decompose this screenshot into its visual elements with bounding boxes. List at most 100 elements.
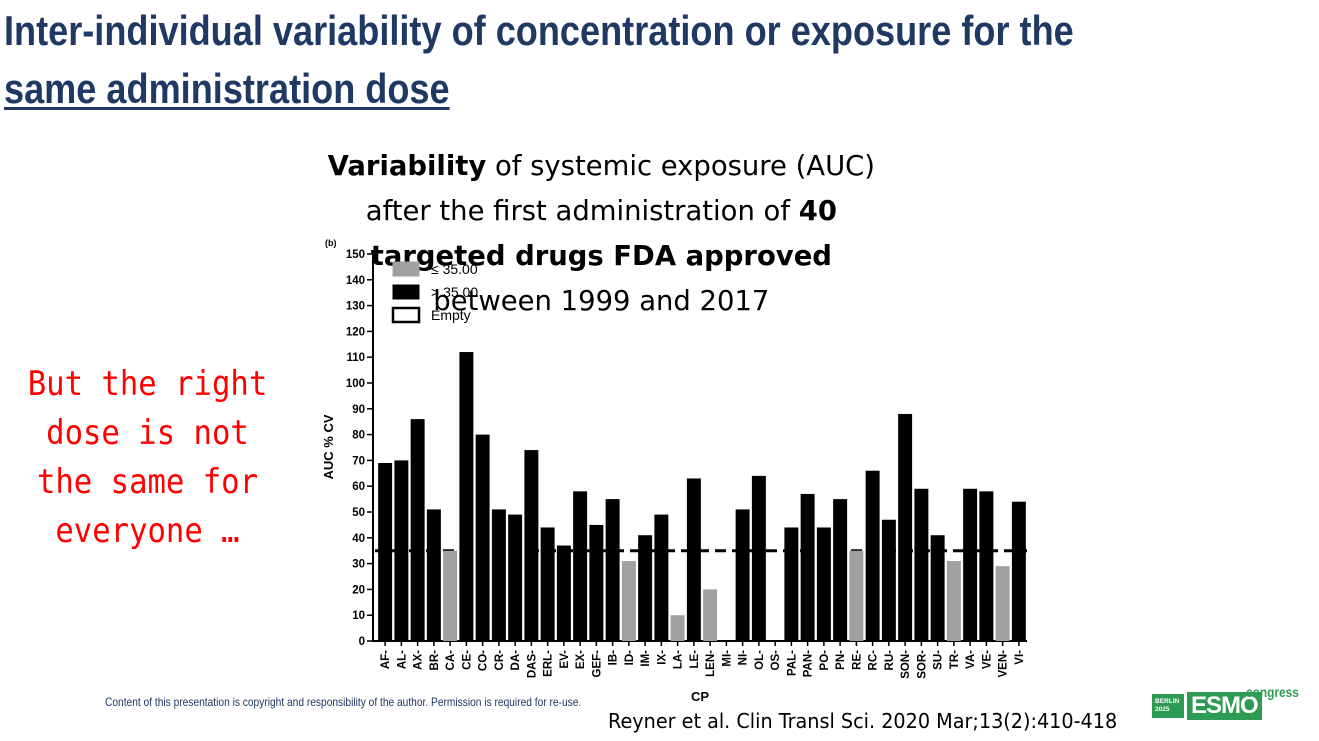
y-tick-label-120: 120 <box>346 326 365 338</box>
x-tick-label-po: PO- <box>819 650 831 671</box>
bar-ru <box>881 519 896 641</box>
x-tick-label-os: OS- <box>770 650 782 671</box>
y-tick-label-130: 130 <box>346 301 365 313</box>
x-tick-label-len: LEN- <box>705 650 717 677</box>
bar-va <box>963 488 978 641</box>
bar-sor <box>914 488 929 641</box>
bar-le <box>686 478 701 641</box>
x-tick-label-vi: VI- <box>1014 650 1026 665</box>
bar-len <box>703 589 718 641</box>
x-tick-label-la: LA- <box>673 650 685 669</box>
x-tick-label-tr: TR- <box>949 650 961 669</box>
x-tick-label-pan: PAN- <box>803 650 815 677</box>
logo-wordmark: ESMO <box>1187 692 1262 720</box>
citation-reference: Reyner et al. Clin Transl Sci. 2020 Mar;… <box>608 709 1118 733</box>
subtitle-bold-drugs: 40 targeted drugs FDA approved <box>370 194 837 272</box>
x-tick-label-ex: EX- <box>575 650 587 669</box>
x-tick-label-rc: RC- <box>868 650 880 671</box>
subtitle-bold-variability: Variability <box>327 149 487 182</box>
bar-pn <box>833 499 848 641</box>
bar-ce <box>459 352 474 641</box>
bar-su <box>930 535 945 641</box>
x-tick-label-ca: CA- <box>445 650 457 671</box>
y-tick-label-110: 110 <box>346 352 365 364</box>
legend-label-0: ≤ 35.00 <box>431 261 478 277</box>
bar-im <box>638 535 653 641</box>
x-tick-label-das: DAS- <box>526 650 538 678</box>
x-tick-label-erl: ERL- <box>543 650 555 677</box>
bar-af <box>378 462 393 641</box>
chart-bars <box>378 352 1026 641</box>
bar-id <box>621 561 636 641</box>
bar-ex <box>573 491 588 641</box>
y-tick-label-70: 70 <box>352 455 365 467</box>
x-tick-label-ve: VE- <box>981 650 993 669</box>
x-tick-label-da: DA- <box>510 650 522 671</box>
y-tick-label-30: 30 <box>352 559 365 571</box>
subtitle-text-2: between 1999 and 2017 <box>433 284 770 317</box>
copyright-note: Content of this presentation is copyrigh… <box>105 695 582 709</box>
side-note: But the right dose is not the same for e… <box>27 364 268 551</box>
bar-da <box>508 514 523 641</box>
bar-son <box>898 413 913 641</box>
y-tick-label-140: 140 <box>346 275 365 287</box>
bar-ca <box>443 550 458 641</box>
bar-ni <box>735 509 750 641</box>
y-tick-label-40: 40 <box>352 533 365 545</box>
legend-label-2: Empty <box>431 307 471 323</box>
x-tick-label-ev: EV- <box>559 650 571 669</box>
title-line-1: Inter-individual variability of concentr… <box>4 7 1074 54</box>
slide-title: Inter-individual variability of concentr… <box>4 2 1131 118</box>
chart-legend: ≤ 35.00 > 35.00 Empty <box>391 261 478 324</box>
auc-cv-bar-chart: AF- AL- AX- BR- CA- CE- CO- CR- DA- DAS- ERL- EV- EX… <box>321 238 1027 704</box>
y-axis-label: AUC % CV <box>321 414 336 479</box>
x-tick-label-ni: NI- <box>738 650 750 666</box>
bar-po <box>816 527 831 641</box>
x-tick-label-gef: GEF- <box>591 650 603 678</box>
y-tick-label-100: 100 <box>346 378 365 390</box>
x-tick-label-af: AF- <box>380 650 392 669</box>
bar-ev <box>556 545 571 641</box>
x-tick-label-mi: MI- <box>721 650 733 667</box>
x-axis-label: CP <box>691 689 709 704</box>
bar-pal <box>784 527 799 641</box>
y-tick-label-150: 150 <box>346 249 365 261</box>
logo-congress-text: congress <box>1246 684 1299 700</box>
title-line-2: same administration dose <box>4 65 450 112</box>
y-tick-label-60: 60 <box>352 481 365 493</box>
x-tick-label-ven: VEN- <box>998 650 1010 678</box>
chart-subtitle: Variability of systemic exposure (AUC) a… <box>300 143 903 323</box>
x-tick-label-ru: RU- <box>884 650 896 671</box>
x-tick-label-ax: AX- <box>413 650 425 670</box>
bar-ol <box>751 475 766 641</box>
bar-ven <box>995 566 1010 641</box>
logo-badge: BERLIN 2025 <box>1152 694 1184 718</box>
bar-pan <box>800 493 815 641</box>
bar-ib <box>605 499 620 641</box>
x-tick-label-sor: SOR- <box>916 650 928 679</box>
bar-cr <box>491 509 506 641</box>
bar-gef <box>589 524 604 641</box>
x-tick-label-cr: CR- <box>494 650 506 671</box>
y-tick-label-20: 20 <box>352 584 365 596</box>
legend-swatch-1 <box>392 284 420 300</box>
x-tick-label-pal: PAL- <box>786 650 798 676</box>
x-tick-label-im: IM- <box>640 650 652 667</box>
bar-rc <box>865 470 880 641</box>
x-tick-label-ce: CE- <box>461 650 473 670</box>
y-tick-label-80: 80 <box>352 430 365 442</box>
x-tick-label-al: AL- <box>396 650 408 669</box>
legend-swatch-0 <box>392 261 420 277</box>
bar-erl <box>540 527 555 641</box>
y-tick-label-0: 0 <box>359 636 365 648</box>
x-tick-label-ix: IX- <box>656 650 668 665</box>
bar-ax <box>410 419 425 641</box>
legend-label-1: > 35.00 <box>431 284 478 300</box>
y-tick-label-90: 90 <box>352 404 365 416</box>
x-tick-label-va: VA- <box>965 650 977 669</box>
bar-das <box>524 450 539 641</box>
x-tick-label-pn: PN- <box>835 650 847 670</box>
x-tick-label-le: LE- <box>689 650 701 669</box>
x-tick-label-co: CO- <box>478 650 490 671</box>
y-tick-label-10: 10 <box>352 610 365 622</box>
